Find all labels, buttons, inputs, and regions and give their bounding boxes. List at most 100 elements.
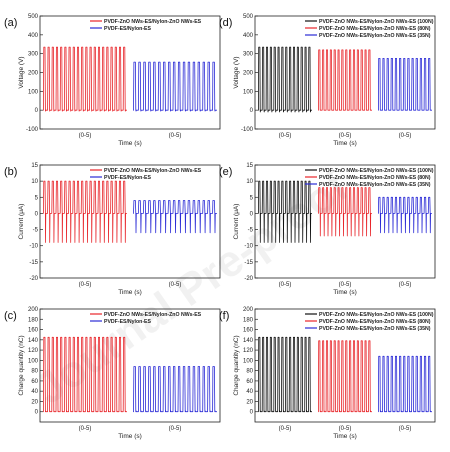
x-axis-label: Time (s) [333,140,357,147]
x-segment-label: (0-5) [169,282,182,288]
x-segment-label: (0-5) [339,282,352,288]
panel-label: (e) [219,166,232,178]
series-line-2 [318,187,372,237]
x-segment-label: (0-5) [279,426,292,432]
y-axis-label: Current (μA) [18,204,25,240]
series-line-2 [133,200,217,234]
y-tick-label: 200 [243,71,254,77]
series-line-1 [43,46,127,112]
y-axis-label: Charge quantity (nC) [233,335,240,395]
legend: PVDF-ZnO NWs-ES/Nylon-ZnO NWs-ESPVDF-ES/… [90,168,202,181]
watermark-text: Journal Pre-proof [26,162,357,414]
y-tick-label: 140 [28,338,39,344]
y-tick-label: 160 [243,328,254,334]
y-tick-label: 5 [250,195,254,201]
x-segment-label: (0-5) [339,426,352,432]
y-tick-label: 500 [243,14,254,20]
y-tick-label: 100 [28,358,39,364]
y-tick-label: 20 [246,399,253,405]
series-line-1 [43,336,127,413]
y-tick-label: -20 [29,276,38,282]
y-tick-label: -10 [29,244,38,250]
y-tick-label: 100 [28,89,39,95]
legend-entry: PVDF-ES/Nylon-ES [104,26,152,32]
y-tick-label: 0 [250,211,254,217]
x-segment-label: (0-5) [79,426,92,432]
series-line-1 [258,46,312,113]
legend: PVDF-ZnO NWs-ES/Nylon-ZnO NWs-ESPVDF-ES/… [90,312,202,325]
y-tick-label: -15 [244,260,253,266]
y-axis-label: Voltage (V) [18,56,25,88]
y-tick-label: 200 [28,71,39,77]
legend-entry: PVDF-ZnO NWs-ES/Nylon-ZnO NWs-ES (35N) [319,33,431,39]
legend-entry: PVDF-ZnO NWs-ES/Nylon-ZnO NWs-ES (80N) [319,319,431,325]
y-tick-label: 180 [28,317,39,323]
legend-entry: PVDF-ES/Nylon-ES [104,175,152,181]
series-line-3 [378,355,432,413]
y-tick-label: 60 [31,379,38,385]
y-axis-label: Charge quantity (nC) [18,335,25,395]
legend: PVDF-ZnO NWs-ES/Nylon-ZnO NWs-ESPVDF-ES/… [90,19,202,32]
y-tick-label: -100 [241,127,254,133]
y-tick-label: 15 [246,163,253,169]
plot-frame [254,164,436,279]
y-tick-label: 180 [243,317,254,323]
panel-b: -20 -15 -10 -5 0 5 10 15 (0-5) (0-5) Time (s) Curre… [4,163,221,296]
y-tick-label: 15 [31,163,38,169]
series-line-1 [258,336,312,413]
y-tick-label: 300 [28,52,39,58]
legend-entry: PVDF-ZnO NWs-ES/Nylon-ZnO NWs-ES (35N) [319,326,431,332]
y-tick-label: 5 [35,195,39,201]
y-tick-label: -100 [26,127,39,133]
y-tick-label: -5 [33,228,39,234]
x-segment-label: (0-5) [399,426,412,432]
legend-entry: PVDF-ZnO NWs-ES/Nylon-ZnO NWs-ES [104,168,202,174]
x-segment-label: (0-5) [279,133,292,139]
y-tick-label: 40 [31,389,38,395]
x-segment-label: (0-5) [169,426,182,432]
series-line-2 [318,340,372,413]
y-tick-label: 40 [246,389,253,395]
plot-frame [254,308,436,423]
panel-label: (b) [4,166,17,178]
y-tick-label: 160 [28,328,39,334]
x-segment-label: (0-5) [79,282,92,288]
y-axis-label: Current (μA) [233,204,240,240]
legend: PVDF-ZnO NWs-ES/Nylon-ZnO NWs-ES (100N) P… [305,19,434,39]
x-axis-label: Time (s) [333,433,357,440]
y-tick-label: 120 [243,348,254,354]
y-tick-label: 0 [250,108,254,114]
y-tick-label: 100 [243,89,254,95]
legend-entry: PVDF-ZnO NWs-ES/Nylon-ZnO NWs-ES (80N) [319,175,431,181]
y-tick-label: 400 [28,33,39,39]
y-tick-label: 400 [243,33,254,39]
series-line-2 [133,61,217,112]
x-segment-label: (0-5) [79,133,92,139]
y-tick-label: 0 [250,410,254,416]
legend-entry: PVDF-ZnO NWs-ES/Nylon-ZnO NWs-ES (100N) [319,19,434,25]
y-tick-label: 120 [28,348,39,354]
panel-f: 0 20 40 60 80 100 120 140 160 180 200 (0-5) (0-5) (0-… [219,307,436,440]
x-segment-label: (0-5) [279,282,292,288]
y-tick-label: -5 [248,228,254,234]
panel-label: (f) [219,310,229,322]
series-line-3 [378,58,432,111]
series-line-2 [133,366,217,413]
legend-entry: PVDF-ZnO NWs-ES/Nylon-ZnO NWs-ES [104,312,202,318]
y-tick-label: 10 [31,179,38,185]
y-tick-label: 140 [243,338,254,344]
y-tick-label: 0 [35,410,39,416]
y-tick-label: 300 [243,52,254,58]
panel-label: (c) [4,310,17,322]
y-tick-label: 0 [35,108,39,114]
x-axis-label: Time (s) [118,289,142,296]
y-tick-label: -10 [244,244,253,250]
x-segment-label: (0-5) [169,133,182,139]
series-line-1 [43,180,127,243]
y-tick-label: 0 [35,211,39,217]
panel-c: 0 20 40 60 80 100 120 140 160 180 200 (0-5) (0-5) Tim… [4,307,221,440]
y-tick-label: 100 [243,358,254,364]
